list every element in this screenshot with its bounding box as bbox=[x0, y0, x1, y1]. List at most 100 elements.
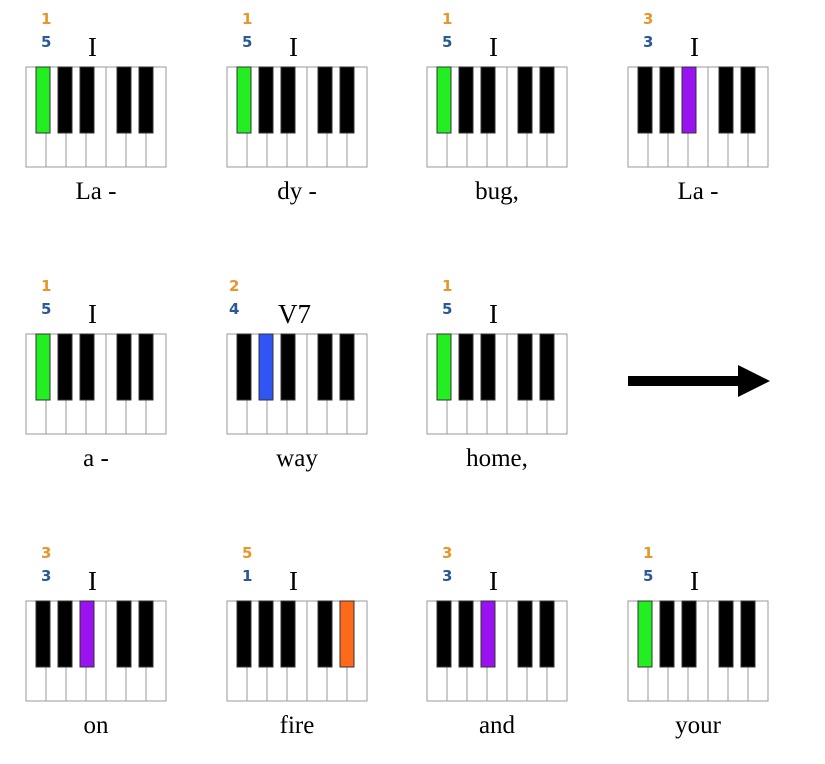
chord-symbol: I bbox=[489, 32, 498, 62]
black-key bbox=[138, 66, 154, 134]
black-key bbox=[35, 600, 51, 668]
top-finger-number: 3 bbox=[643, 10, 654, 28]
black-key bbox=[317, 333, 333, 401]
highlighted-key bbox=[436, 333, 452, 401]
lyric-syllable: and bbox=[478, 712, 516, 739]
top-finger-number: 1 bbox=[442, 277, 453, 295]
lyric-syllable: La - bbox=[75, 178, 117, 205]
top-finger-number: 5 bbox=[242, 544, 253, 562]
black-key bbox=[480, 66, 496, 134]
chord-cell-8: 3 3 I on bbox=[25, 534, 226, 764]
black-key bbox=[138, 333, 154, 401]
chord-symbol: I bbox=[289, 566, 298, 596]
bottom-finger-number: 4 bbox=[229, 300, 240, 318]
black-key bbox=[458, 333, 474, 401]
piano-keyboard bbox=[426, 333, 568, 435]
black-key bbox=[258, 66, 274, 134]
top-finger-number: 1 bbox=[442, 10, 453, 28]
chord-symbol: I bbox=[489, 299, 498, 329]
bottom-finger-number: 5 bbox=[41, 33, 52, 51]
piano-keyboard bbox=[226, 600, 368, 702]
black-key bbox=[458, 66, 474, 134]
bottom-finger-number: 1 bbox=[242, 567, 253, 585]
chord-cell-11: 1 5 I your bbox=[627, 534, 825, 764]
chord-symbol: V7 bbox=[278, 299, 311, 329]
black-key bbox=[116, 600, 132, 668]
black-key bbox=[659, 66, 675, 134]
black-key bbox=[718, 600, 734, 668]
chord-cell-4: 3 3 I La - bbox=[627, 0, 825, 230]
black-key bbox=[79, 333, 95, 401]
bottom-finger-number: 3 bbox=[442, 567, 453, 585]
chord-cell-7: 1 5 I home, bbox=[426, 267, 627, 497]
black-key bbox=[57, 600, 73, 668]
black-key bbox=[280, 333, 296, 401]
highlighted-key bbox=[236, 66, 252, 134]
lyric-syllable: bug, bbox=[475, 178, 519, 205]
black-key bbox=[79, 66, 95, 134]
piano-keyboard bbox=[627, 66, 769, 168]
chord-cell-2: 1 5 I dy - bbox=[226, 0, 427, 230]
chord-cell-6: 2 4 V7 way bbox=[226, 267, 427, 497]
top-finger-number: 3 bbox=[41, 544, 52, 562]
top-finger-number: 1 bbox=[643, 544, 654, 562]
black-key bbox=[57, 333, 73, 401]
black-key bbox=[517, 66, 533, 134]
black-key bbox=[517, 600, 533, 668]
lyric-syllable: La - bbox=[677, 178, 719, 205]
piano-keyboard bbox=[25, 600, 167, 702]
chord-symbol: I bbox=[690, 566, 699, 596]
highlighted-key bbox=[436, 66, 452, 134]
black-key bbox=[116, 333, 132, 401]
top-finger-number: 3 bbox=[442, 544, 453, 562]
black-key bbox=[138, 600, 154, 668]
lyric-syllable: your bbox=[675, 712, 721, 739]
black-key bbox=[339, 66, 355, 134]
black-key bbox=[280, 600, 296, 668]
highlighted-key bbox=[637, 600, 653, 668]
bottom-finger-number: 5 bbox=[41, 300, 52, 318]
highlighted-key bbox=[79, 600, 95, 668]
black-key bbox=[236, 333, 252, 401]
black-key bbox=[740, 600, 756, 668]
right-arrow-icon bbox=[628, 365, 770, 397]
black-key bbox=[517, 333, 533, 401]
highlighted-key bbox=[35, 66, 51, 134]
piano-keyboard bbox=[226, 333, 368, 435]
piano-keyboard bbox=[25, 333, 167, 435]
bottom-finger-number: 5 bbox=[442, 33, 453, 51]
top-finger-number: 1 bbox=[41, 10, 52, 28]
black-key bbox=[539, 600, 555, 668]
black-key bbox=[740, 66, 756, 134]
highlighted-key bbox=[35, 333, 51, 401]
black-key bbox=[317, 66, 333, 134]
black-key bbox=[436, 600, 452, 668]
black-key bbox=[116, 66, 132, 134]
chord-cell-3: 1 5 I bug, bbox=[426, 0, 627, 230]
lyric-syllable: a - bbox=[83, 445, 109, 472]
chord-symbol: I bbox=[690, 32, 699, 62]
chord-symbol: I bbox=[88, 299, 97, 329]
black-key bbox=[258, 600, 274, 668]
top-finger-number: 1 bbox=[41, 277, 52, 295]
black-key bbox=[339, 333, 355, 401]
chord-symbol: I bbox=[489, 566, 498, 596]
black-key bbox=[539, 333, 555, 401]
bottom-finger-number: 3 bbox=[643, 33, 654, 51]
black-key bbox=[480, 333, 496, 401]
lyric-syllable: home, bbox=[466, 445, 528, 472]
chord-cell-5: 1 5 I a - bbox=[25, 267, 226, 497]
piano-keyboard bbox=[426, 600, 568, 702]
top-finger-number: 1 bbox=[242, 10, 253, 28]
chord-cell-9: 5 1 I fire bbox=[226, 534, 427, 764]
highlighted-key bbox=[480, 600, 496, 668]
chord-symbol: I bbox=[88, 32, 97, 62]
lyric-syllable: dy - bbox=[277, 178, 317, 205]
highlighted-key bbox=[681, 66, 697, 134]
chord-symbol: I bbox=[289, 32, 298, 62]
lyric-syllable: way bbox=[276, 445, 318, 472]
chord-cell-10: 3 3 I and bbox=[426, 534, 627, 764]
black-key bbox=[317, 600, 333, 668]
black-key bbox=[718, 66, 734, 134]
black-key bbox=[637, 66, 653, 134]
